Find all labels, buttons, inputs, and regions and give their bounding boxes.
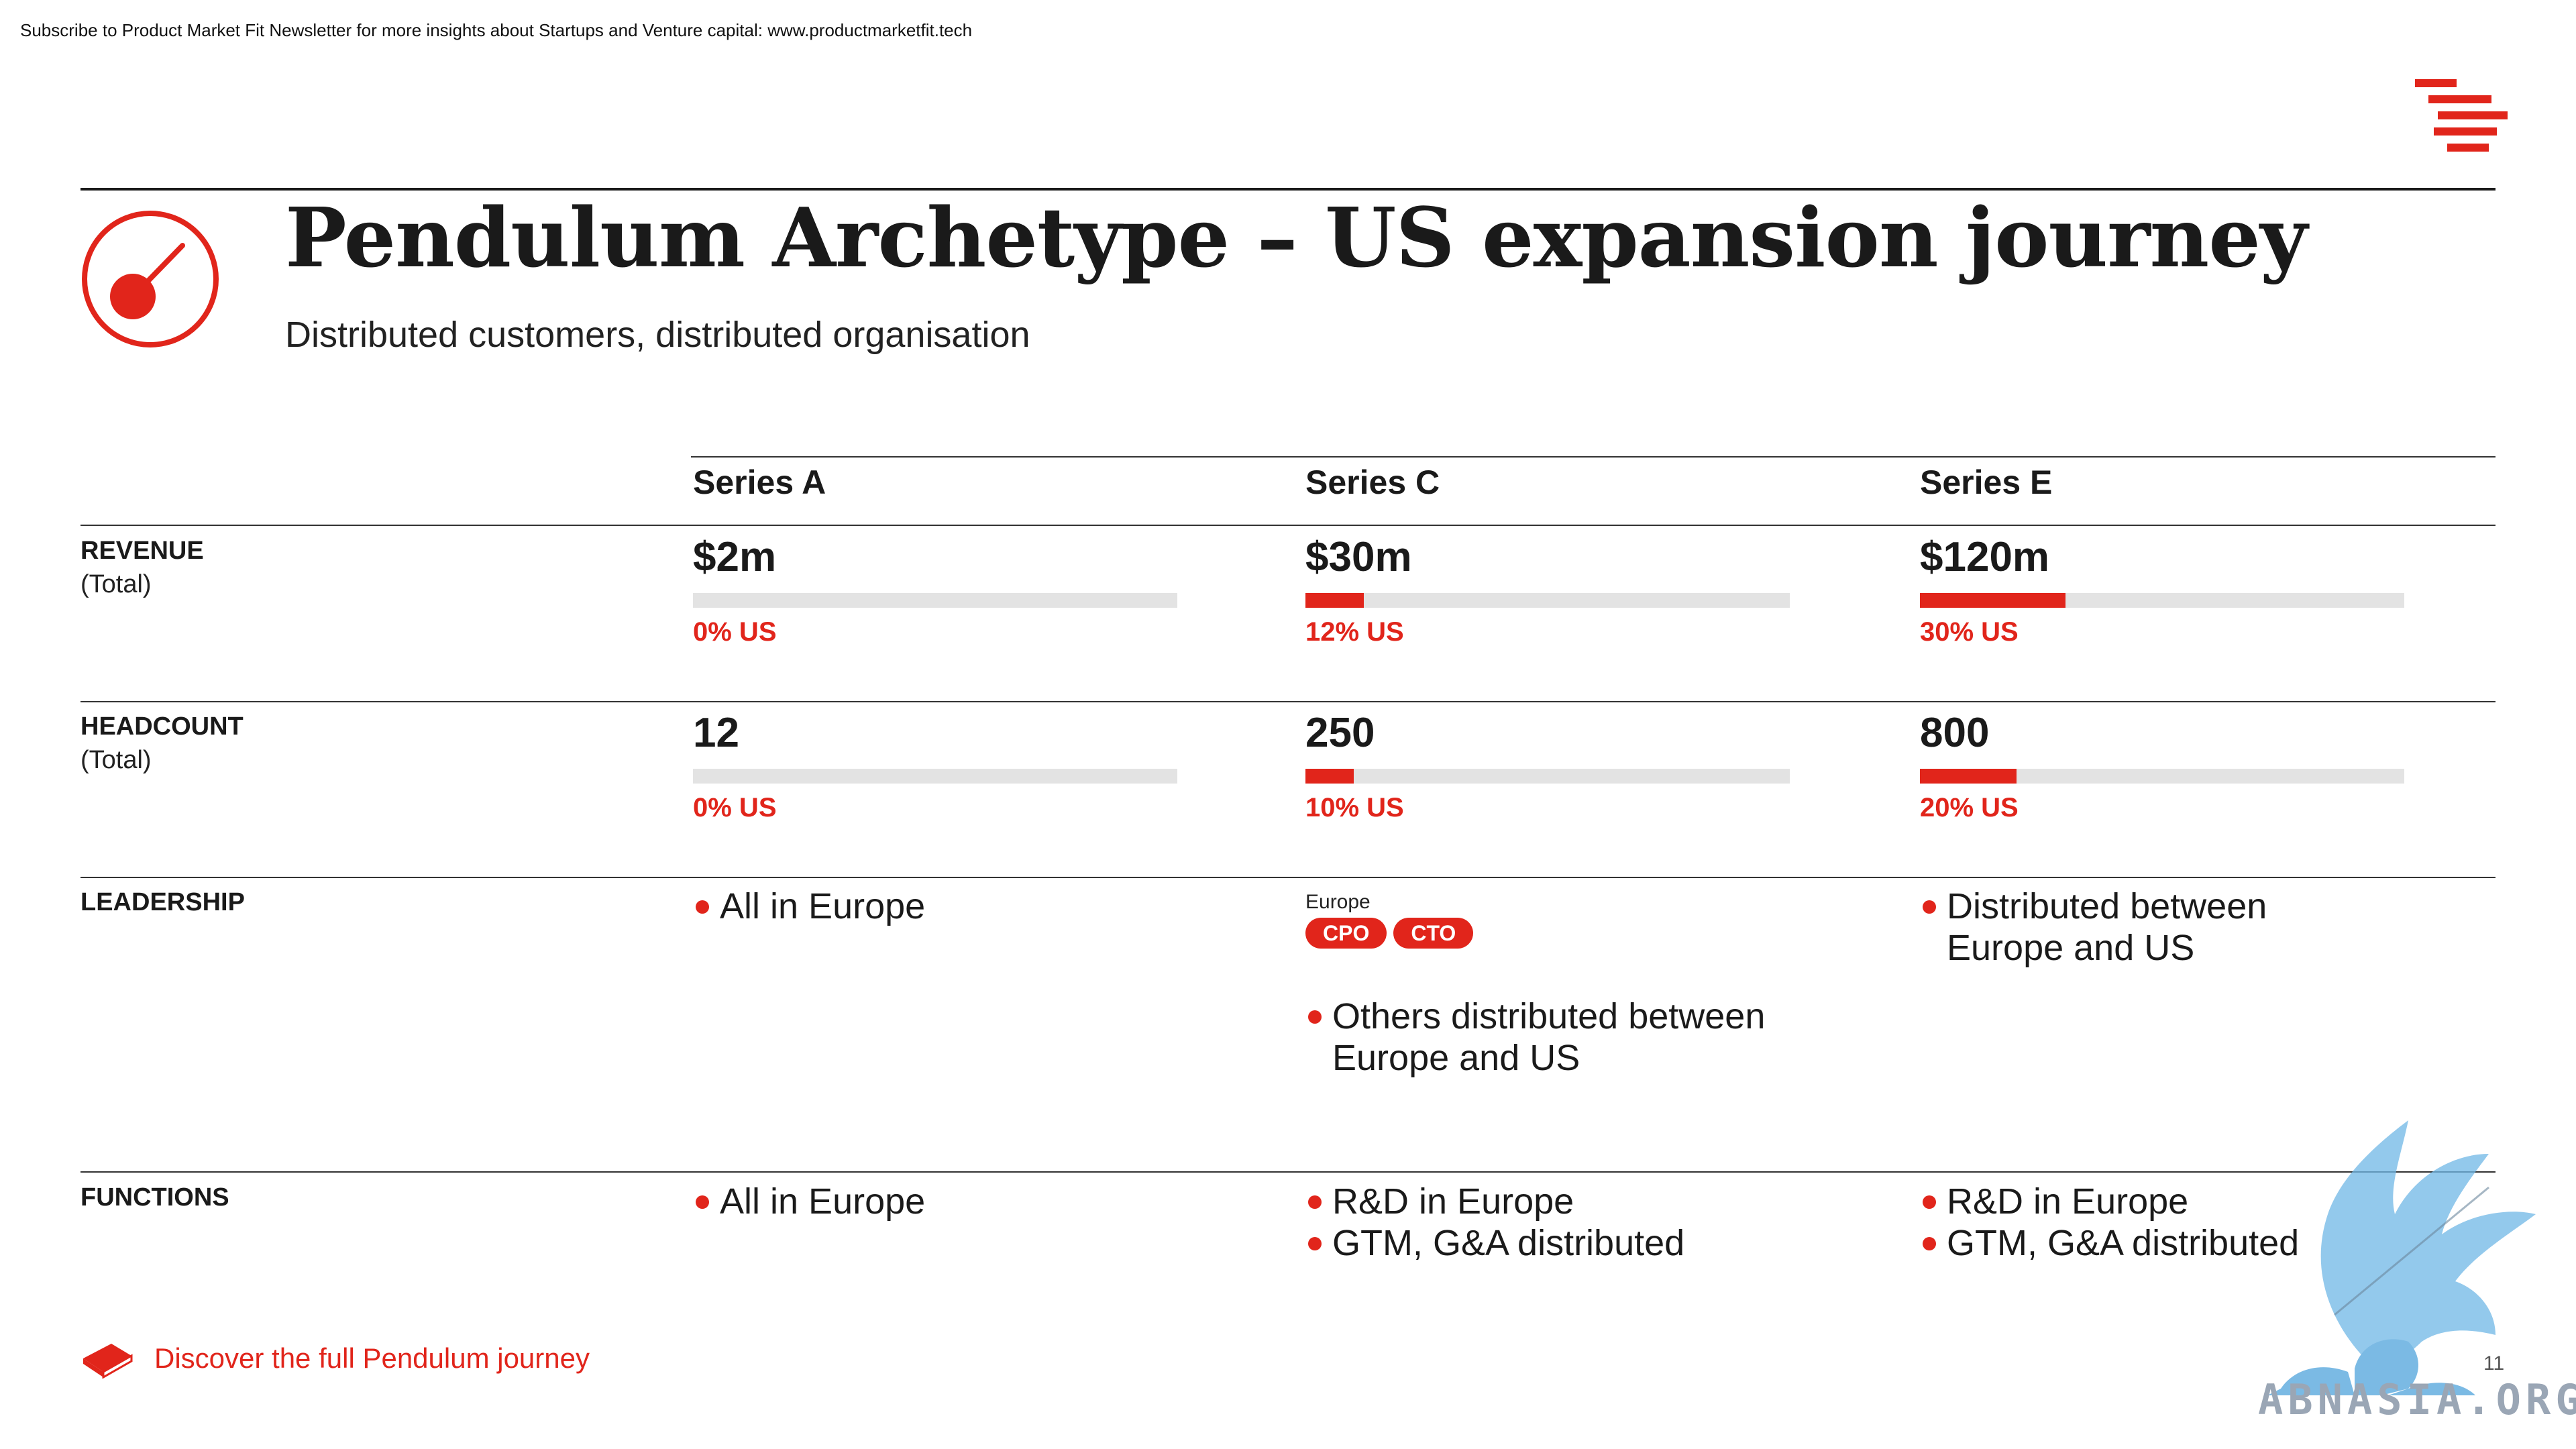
revenue-value-series-a: $2m xyxy=(693,534,777,580)
leadership-series-a: All in Europe xyxy=(693,885,925,927)
row-label-headcount: HEADCOUNT xyxy=(80,712,244,741)
watermark-text: ABNASIA.ORG xyxy=(2258,1375,2576,1424)
revenue-us-bar-series-a xyxy=(693,593,1177,608)
book-icon xyxy=(83,1344,133,1379)
column-header-series-e: Series E xyxy=(1920,464,2053,501)
leadership-series-e-line-2: Europe and US xyxy=(1947,928,2195,968)
headcount-value-series-e: 800 xyxy=(1920,710,1990,756)
revenue-us-share-series-a: 0% US xyxy=(693,617,777,647)
role-pill-cto: CTO xyxy=(1393,918,1474,949)
row-sub-revenue: (Total) xyxy=(80,570,152,598)
column-header-series-a: Series A xyxy=(693,464,826,501)
page-number: 11 xyxy=(2483,1352,2505,1375)
functions-series-e-bullet-1: R&D in Europe xyxy=(1920,1181,2299,1222)
leadership-location-label: Europe xyxy=(1305,891,1371,913)
revenue-us-bar-series-c xyxy=(1305,593,1790,608)
functions-series-c: R&D in Europe GTM, G&A distributed xyxy=(1305,1181,1684,1264)
leadership-series-c-bullet: Others distributed between Europe and US xyxy=(1305,996,1765,1079)
leadership-series-e: Distributed between Europe and US xyxy=(1920,885,2267,969)
functions-series-a: All in Europe xyxy=(693,1181,925,1222)
headcount-us-bar-fill-series-c xyxy=(1305,769,1354,784)
page-title: Pendulum Archetype – US expansion journe… xyxy=(285,189,2308,286)
functions-series-c-bullet-2: GTM, G&A distributed xyxy=(1305,1222,1684,1264)
headcount-value-series-c: 250 xyxy=(1305,710,1375,756)
functions-series-e-bullet-2: GTM, G&A distributed xyxy=(1920,1222,2299,1264)
leadership-series-c: Others distributed between Europe and US xyxy=(1305,996,1765,1079)
headcount-us-share-series-e: 20% US xyxy=(1920,793,2019,822)
discover-link[interactable]: Discover the full Pendulum journey xyxy=(80,1335,590,1382)
row-label-revenue: REVENUE xyxy=(80,537,204,565)
griffin-watermark-icon xyxy=(2267,1120,2536,1395)
revenue-us-bar-fill-series-e xyxy=(1920,593,2065,608)
headcount-us-bar-series-e xyxy=(1920,769,2404,784)
row-label-leadership: LEADERSHIP xyxy=(80,888,245,916)
brand-lines-icon xyxy=(2415,79,2508,152)
leadership-series-c-line-1: Others distributed between xyxy=(1332,996,1766,1036)
headcount-rule xyxy=(80,877,2496,878)
discover-link-text: Discover the full Pendulum journey xyxy=(154,1342,590,1374)
table-top-rule xyxy=(691,456,2496,458)
header-rule xyxy=(80,525,2496,526)
headcount-us-bar-fill-series-e xyxy=(1920,769,2017,784)
headcount-us-bar-series-c xyxy=(1305,769,1790,784)
title-rule xyxy=(80,188,2496,191)
leadership-rule xyxy=(80,1171,2496,1173)
revenue-value-series-e: $120m xyxy=(1920,534,2050,580)
headcount-us-share-series-a: 0% US xyxy=(693,793,777,822)
functions-series-e: R&D in Europe GTM, G&A distributed xyxy=(1920,1181,2299,1264)
pendulum-icon xyxy=(82,211,219,347)
functions-series-c-bullet-1: R&D in Europe xyxy=(1305,1181,1684,1222)
leadership-series-e-line-1: Distributed between xyxy=(1947,886,2267,926)
revenue-us-bar-series-e xyxy=(1920,593,2404,608)
newsletter-banner: Subscribe to Product Market Fit Newslett… xyxy=(20,20,973,40)
leadership-series-c-line-2: Europe and US xyxy=(1332,1038,1580,1078)
revenue-us-bar-fill-series-c xyxy=(1305,593,1364,608)
headcount-value-series-a: 12 xyxy=(693,710,739,756)
headcount-us-share-series-c: 10% US xyxy=(1305,793,1404,822)
leadership-series-a-bullet: All in Europe xyxy=(693,885,925,927)
row-label-functions: FUNCTIONS xyxy=(80,1183,229,1212)
column-header-series-c: Series C xyxy=(1305,464,1440,501)
functions-series-a-bullet: All in Europe xyxy=(693,1181,925,1222)
row-sub-headcount: (Total) xyxy=(80,746,152,774)
revenue-us-share-series-c: 12% US xyxy=(1305,617,1404,647)
leadership-series-e-bullet: Distributed between Europe and US xyxy=(1920,885,2267,969)
leadership-roles: CPO CTO xyxy=(1305,918,1480,949)
revenue-value-series-c: $30m xyxy=(1305,534,1412,580)
headcount-us-bar-series-a xyxy=(693,769,1177,784)
revenue-us-share-series-e: 30% US xyxy=(1920,617,2019,647)
revenue-rule xyxy=(80,701,2496,702)
role-pill-cpo: CPO xyxy=(1305,918,1387,949)
page-subtitle: Distributed customers, distributed organ… xyxy=(285,315,1030,355)
